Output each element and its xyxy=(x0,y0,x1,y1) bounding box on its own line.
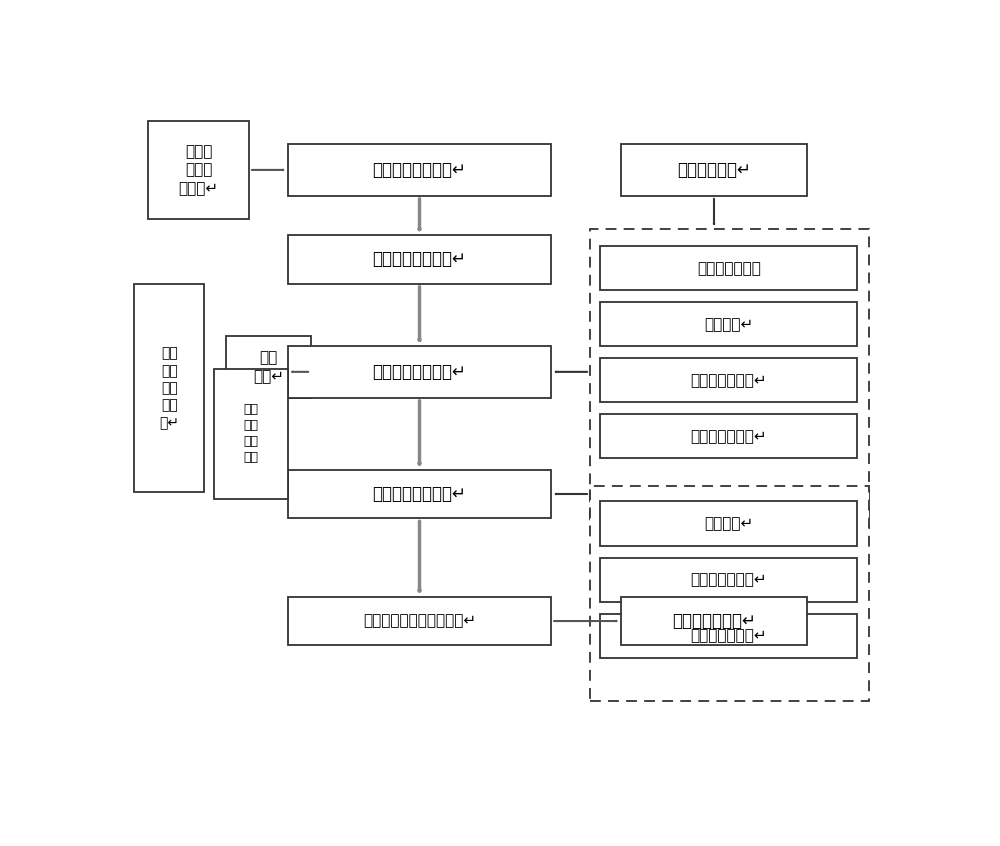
FancyBboxPatch shape xyxy=(600,502,857,546)
FancyBboxPatch shape xyxy=(600,613,857,658)
Text: 数据质量评估↵: 数据质量评估↵ xyxy=(677,161,751,179)
FancyBboxPatch shape xyxy=(288,144,551,196)
FancyBboxPatch shape xyxy=(600,558,857,602)
Text: 主要污染源贡献↵: 主要污染源贡献↵ xyxy=(672,612,756,630)
Text: 固定源排放预测↵: 固定源排放预测↵ xyxy=(690,572,767,587)
Text: 空气质量模拟模型↵: 空气质量模拟模型↵ xyxy=(373,363,466,381)
Text: 源排
放预
测准
确性: 源排 放预 测准 确性 xyxy=(243,404,258,464)
FancyBboxPatch shape xyxy=(621,596,807,645)
FancyBboxPatch shape xyxy=(288,470,551,519)
FancyBboxPatch shape xyxy=(226,336,311,398)
Text: 空气质
量评估
可靠性↵: 空气质 量评估 可靠性↵ xyxy=(179,144,219,196)
Text: 移动源排放预测↵: 移动源排放预测↵ xyxy=(690,629,767,643)
Text: 空气质量预测工具↵: 空气质量预测工具↵ xyxy=(373,485,466,503)
Text: 预测
分析
和数
据更
新↵: 预测 分析 和数 据更 新↵ xyxy=(159,347,179,430)
FancyBboxPatch shape xyxy=(590,486,869,700)
FancyBboxPatch shape xyxy=(288,346,551,398)
FancyBboxPatch shape xyxy=(288,596,551,645)
FancyBboxPatch shape xyxy=(214,369,288,499)
FancyBboxPatch shape xyxy=(134,284,204,492)
Text: 气象条件条件分析↵: 气象条件条件分析↵ xyxy=(373,250,466,268)
Text: 空气质量诊断和方案建议↵: 空气质量诊断和方案建议↵ xyxy=(363,613,476,629)
FancyBboxPatch shape xyxy=(590,228,869,528)
Text: 气象数据↵: 气象数据↵ xyxy=(704,316,753,332)
Text: 空气质量监测数: 空气质量监测数 xyxy=(697,261,761,276)
FancyBboxPatch shape xyxy=(621,144,807,196)
Text: 固定源排放数据↵: 固定源排放数据↵ xyxy=(690,373,767,387)
FancyBboxPatch shape xyxy=(600,415,857,459)
FancyBboxPatch shape xyxy=(600,246,857,290)
Text: 气象预报↵: 气象预报↵ xyxy=(704,516,753,531)
FancyBboxPatch shape xyxy=(600,358,857,403)
Text: 拟合
效果↵: 拟合 效果↵ xyxy=(253,350,284,384)
Text: 移动源排放数据↵: 移动源排放数据↵ xyxy=(690,429,767,444)
FancyBboxPatch shape xyxy=(600,302,857,347)
FancyBboxPatch shape xyxy=(148,121,249,219)
FancyBboxPatch shape xyxy=(288,235,551,284)
Text: 空气质量评估诊断↵: 空气质量评估诊断↵ xyxy=(373,161,466,179)
